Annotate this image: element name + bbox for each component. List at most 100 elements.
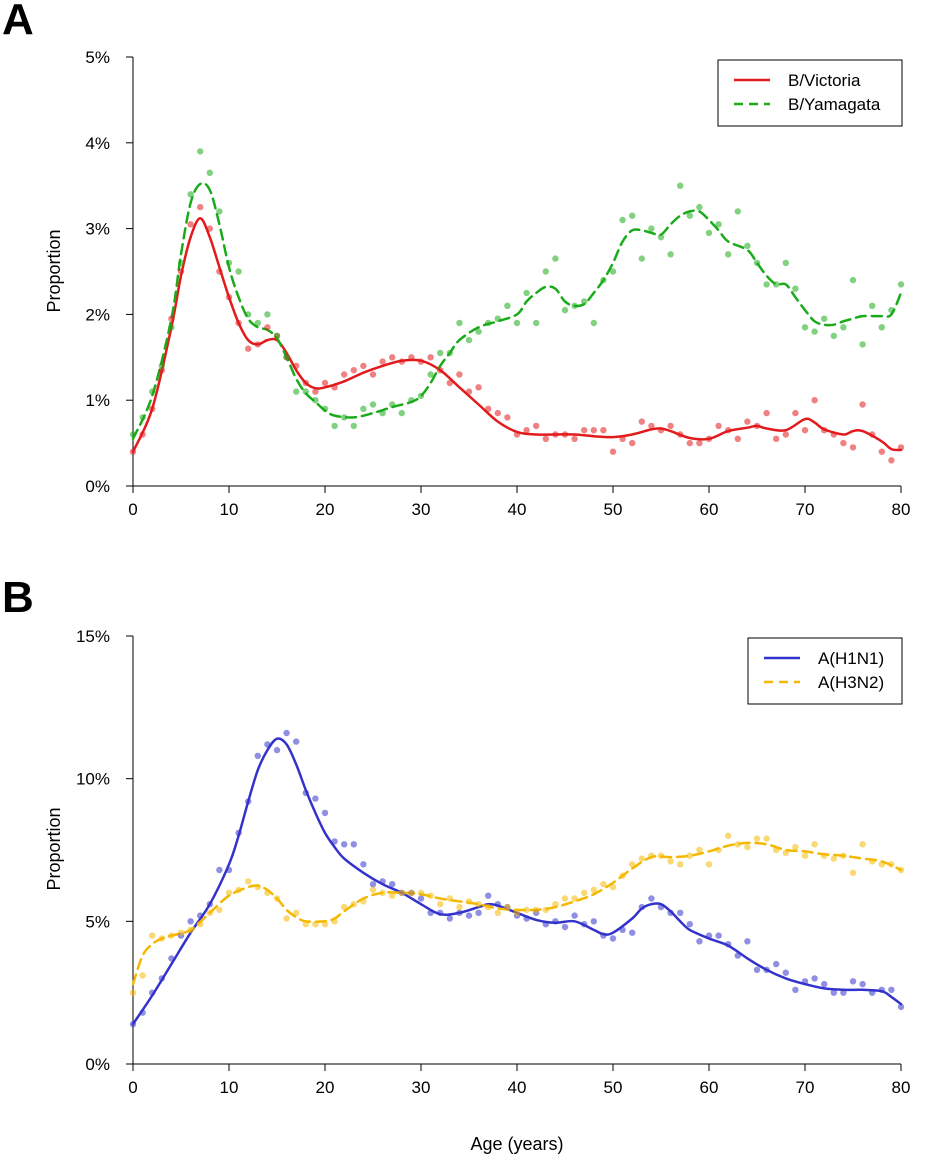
x-tick-label: 20	[316, 1078, 335, 1097]
data-point-a-h3n2	[494, 909, 501, 916]
x-tick-label: 80	[892, 500, 911, 519]
data-point-b-victoria	[811, 397, 818, 404]
data-point-b-yamagata	[667, 251, 674, 258]
data-point-b-yamagata	[590, 319, 597, 327]
data-point-a-h3n2	[859, 841, 866, 848]
data-point-b-victoria	[504, 414, 511, 421]
data-point-a-h3n2	[264, 889, 271, 896]
x-tick-label: 50	[604, 1078, 623, 1097]
data-point-a-h3n2	[821, 852, 828, 859]
data-point-a-h3n2	[801, 852, 809, 859]
data-point-b-victoria	[533, 422, 540, 430]
legend-label-a-h3n2: A(H3N2)	[818, 673, 884, 692]
data-point-a-h3n2	[341, 903, 348, 911]
data-point-b-victoria	[264, 324, 271, 331]
data-point-a-h3n2	[552, 901, 559, 908]
data-point-b-victoria	[369, 371, 377, 378]
data-point-a-h1n1	[456, 909, 463, 916]
legend-label-a-h1n1: A(H1N1)	[818, 649, 884, 668]
data-point-b-victoria	[897, 444, 905, 451]
data-point-b-yamagata	[350, 422, 357, 430]
data-point-b-yamagata	[830, 332, 837, 340]
data-point-a-h3n2	[360, 898, 367, 905]
data-point-a-h3n2	[513, 909, 521, 916]
data-point-b-yamagata	[705, 229, 713, 237]
data-point-b-victoria	[619, 435, 626, 442]
x-axis-title: Age (years)	[470, 1134, 563, 1154]
data-point-b-yamagata	[389, 401, 396, 408]
data-point-a-h1n1	[264, 741, 271, 748]
data-point-a-h3n2	[715, 846, 722, 854]
data-point-a-h3n2	[753, 835, 761, 842]
trend-line-b-victoria	[131, 217, 903, 453]
data-point-a-h3n2	[609, 883, 617, 891]
trend-line-a-h3n2	[131, 841, 903, 986]
data-point-b-victoria	[782, 431, 789, 438]
data-point-a-h1n1	[581, 921, 588, 928]
data-point-b-victoria	[293, 362, 300, 370]
data-point-b-yamagata	[341, 414, 348, 421]
data-point-a-h1n1	[321, 809, 329, 817]
data-point-a-h3n2	[129, 989, 137, 996]
data-point-b-yamagata	[869, 302, 876, 309]
data-point-b-victoria	[542, 435, 549, 442]
data-point-b-yamagata	[302, 388, 309, 395]
data-point-a-h1n1	[542, 921, 549, 928]
data-point-a-h3n2	[149, 932, 156, 939]
data-point-b-yamagata	[696, 203, 703, 211]
data-point-a-h3n2	[629, 861, 636, 868]
data-point-a-h1n1	[619, 926, 626, 934]
data-point-b-yamagata	[408, 397, 415, 404]
data-points-b	[129, 729, 905, 1028]
data-point-b-victoria	[657, 427, 665, 434]
data-point-a-h3n2	[283, 915, 290, 922]
axes-a: 0 10 20 30 40 50 60 70 80 0% 1% 2% 3% 4% 5%	[85, 48, 910, 519]
data-point-b-yamagata	[465, 336, 473, 344]
data-point-b-victoria	[475, 384, 482, 391]
data-point-b-yamagata	[485, 319, 492, 327]
data-point-b-victoria	[408, 354, 415, 361]
data-point-a-h3n2	[235, 886, 242, 894]
data-point-a-h1n1	[350, 841, 357, 848]
data-point-b-victoria	[197, 203, 204, 211]
y-tick-label: 1%	[85, 391, 110, 410]
data-point-a-h1n1	[600, 932, 607, 939]
data-point-b-yamagata	[216, 208, 223, 215]
data-point-b-yamagata	[677, 182, 684, 189]
data-point-b-yamagata	[897, 281, 905, 288]
data-point-a-h3n2	[350, 901, 357, 908]
data-point-b-victoria	[350, 367, 357, 374]
data-point-b-victoria	[427, 354, 434, 361]
data-point-a-h3n2	[773, 846, 780, 854]
data-point-b-victoria	[638, 418, 645, 425]
data-point-a-h1n1	[763, 966, 770, 973]
data-point-a-h3n2	[158, 935, 165, 942]
y-tick-label: 15%	[76, 627, 110, 646]
data-point-a-h3n2	[657, 852, 665, 859]
data-point-a-h1n1	[715, 932, 722, 939]
data-point-a-h3n2	[456, 903, 463, 911]
x-tick-label: 60	[700, 500, 719, 519]
data-point-b-yamagata	[600, 276, 607, 284]
data-point-a-h1n1	[638, 903, 645, 911]
data-point-b-victoria	[648, 422, 655, 430]
data-point-a-h1n1	[859, 980, 866, 988]
data-point-b-yamagata	[206, 169, 213, 176]
data-point-a-h3n2	[571, 895, 578, 902]
data-point-b-victoria	[715, 422, 722, 430]
data-point-a-h3n2	[725, 832, 732, 839]
data-point-a-h3n2	[216, 906, 223, 914]
legend-b: A(H1N1) A(H3N2)	[747, 637, 903, 705]
y-tick-label: 2%	[85, 305, 110, 324]
x-tick-label: 0	[128, 1078, 137, 1097]
data-point-a-h3n2	[648, 852, 655, 859]
data-point-b-victoria	[629, 439, 636, 447]
x-tick-label: 0	[128, 500, 137, 519]
data-point-a-h3n2	[542, 906, 549, 914]
data-point-b-victoria	[494, 409, 501, 417]
data-point-a-h1n1	[801, 978, 809, 985]
data-point-a-h1n1	[197, 912, 204, 919]
data-point-a-h1n1	[331, 838, 338, 845]
legend-box-b	[747, 637, 903, 705]
x-tick-label: 60	[700, 1078, 719, 1097]
